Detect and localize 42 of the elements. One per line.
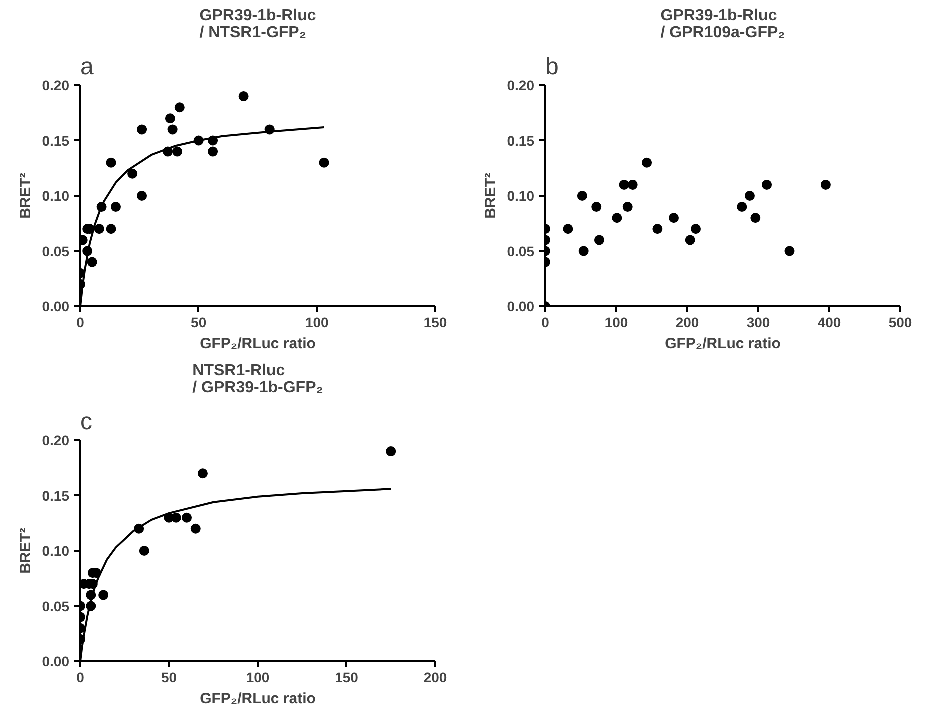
y-tick-label: 0.20 [42,432,70,448]
text: c [80,408,92,436]
y-axis-title: BRET² [17,528,34,574]
x-tick-label: 500 [888,314,912,330]
x-tick-label: 150 [424,314,448,330]
y-tick-label: 0.10 [42,188,70,204]
y-tick-label: 0.10 [507,188,535,204]
y-tick-label: 0.20 [42,78,70,94]
x-tick-label: 200 [676,314,700,330]
x-axis-title: GFP₂/RLuc ratio [665,336,781,352]
y-tick-label: 0.00 [507,298,535,314]
chart-title: NTSR1-Rluc / GPR39-1b-GFP₂ [192,362,324,396]
text: a [80,54,94,80]
x-tick-label: 200 [424,670,448,686]
text: b [546,54,559,80]
y-tick-label: 0.10 [42,543,70,559]
x-tick-label: 100 [305,314,330,330]
y-tick-label: 0.05 [42,243,70,260]
x-tick-label: 0 [76,670,85,686]
chart-title: GPR39-1b-Rluc / GPR109a-GFP₂ [660,8,786,42]
y-tick-label: 0.00 [42,654,70,670]
x-tick-label: 50 [191,314,207,330]
x-tick-label: 100 [246,670,270,686]
x-tick-label: 400 [818,314,842,330]
y-tick-label: 0.00 [42,298,70,314]
x-tick-label: 0 [542,314,550,330]
y-tick-label: 0.20 [507,78,535,94]
x-axis-title: GFP₂/RLuc ratio [200,336,316,352]
y-tick-label: 0.05 [42,598,70,614]
x-tick-label: 0 [76,314,85,330]
y-tick-label: 0.15 [42,488,70,504]
x-axis-title: GFP₂/RLuc ratio [200,690,316,708]
x-tick-label: 300 [746,314,770,330]
x-tick-label: 150 [335,670,359,686]
y-tick-label: 0.05 [507,243,535,260]
y-axis-title: BRET² [482,173,500,219]
y-tick-label: 0.15 [42,132,70,149]
x-tick-label: 50 [161,670,178,686]
x-tick-label: 100 [604,314,628,330]
y-tick-label: 0.15 [507,132,535,149]
chart-title: GPR39-1b-Rluc / NTSR1-GFP₂ [200,8,316,42]
y-axis-title: BRET² [17,173,34,219]
